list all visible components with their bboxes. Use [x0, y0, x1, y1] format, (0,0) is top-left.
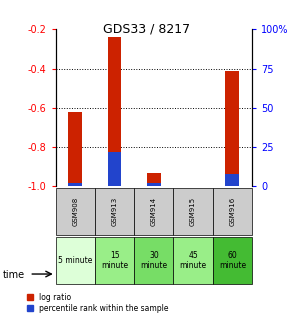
Text: 5 minute: 5 minute: [58, 256, 93, 265]
Text: GSM915: GSM915: [190, 197, 196, 226]
Bar: [147, 173, 161, 186]
Bar: [226, 174, 239, 186]
Bar: [226, 71, 239, 186]
Text: 15
minute: 15 minute: [101, 251, 128, 270]
Bar: [213, 188, 252, 235]
Bar: [134, 188, 173, 235]
Bar: [56, 237, 95, 284]
Bar: [95, 188, 134, 235]
Text: 45
minute: 45 minute: [180, 251, 207, 270]
Text: GSM908: GSM908: [72, 197, 78, 226]
Text: GSM913: GSM913: [112, 197, 117, 226]
Bar: [69, 183, 82, 186]
Bar: [173, 237, 213, 284]
Bar: [213, 237, 252, 284]
Text: 30
minute: 30 minute: [140, 251, 167, 270]
Text: GSM916: GSM916: [229, 197, 235, 226]
Bar: [56, 188, 95, 235]
Bar: [134, 237, 173, 284]
Bar: [173, 188, 213, 235]
Bar: [69, 112, 82, 186]
Bar: [108, 152, 121, 186]
Bar: [147, 183, 161, 186]
Legend: log ratio, percentile rank within the sample: log ratio, percentile rank within the sa…: [24, 290, 172, 316]
Text: time: time: [3, 270, 25, 280]
Text: 60
minute: 60 minute: [219, 251, 246, 270]
Bar: [108, 37, 121, 186]
Text: GDS33 / 8217: GDS33 / 8217: [103, 23, 190, 36]
Text: GSM914: GSM914: [151, 197, 157, 226]
Bar: [95, 237, 134, 284]
